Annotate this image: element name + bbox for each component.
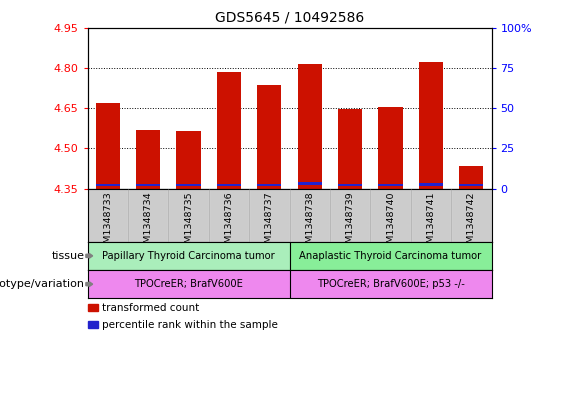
Text: TPOCreER; BrafV600E: TPOCreER; BrafV600E bbox=[134, 279, 243, 289]
Bar bbox=[95, 103, 120, 189]
Bar bbox=[298, 64, 322, 189]
Bar bbox=[459, 184, 484, 187]
Bar bbox=[289, 270, 492, 298]
Bar bbox=[338, 109, 362, 189]
Text: GSM1348742: GSM1348742 bbox=[467, 191, 476, 255]
Text: transformed count: transformed count bbox=[102, 303, 199, 313]
Bar bbox=[88, 242, 289, 270]
Bar bbox=[176, 131, 201, 189]
Bar bbox=[257, 85, 281, 189]
Title: GDS5645 / 10492586: GDS5645 / 10492586 bbox=[215, 11, 364, 25]
Bar bbox=[419, 183, 443, 185]
Bar bbox=[289, 242, 492, 270]
Text: GSM1348741: GSM1348741 bbox=[427, 191, 436, 255]
Bar bbox=[257, 184, 281, 187]
Bar bbox=[419, 62, 443, 189]
Text: percentile rank within the sample: percentile rank within the sample bbox=[102, 320, 277, 330]
Text: GSM1348740: GSM1348740 bbox=[386, 191, 395, 255]
Text: genotype/variation: genotype/variation bbox=[0, 279, 85, 289]
Text: GSM1348734: GSM1348734 bbox=[144, 191, 153, 255]
Text: GSM1348737: GSM1348737 bbox=[265, 191, 274, 255]
Bar bbox=[379, 107, 403, 189]
Text: Anaplastic Thyroid Carcinoma tumor: Anaplastic Thyroid Carcinoma tumor bbox=[299, 251, 482, 261]
Text: tissue: tissue bbox=[52, 251, 85, 261]
Bar bbox=[136, 130, 160, 189]
Text: GSM1348736: GSM1348736 bbox=[224, 191, 233, 255]
Bar bbox=[136, 184, 160, 187]
Text: GSM1348738: GSM1348738 bbox=[305, 191, 314, 255]
Bar bbox=[379, 184, 403, 187]
Text: Papillary Thyroid Carcinoma tumor: Papillary Thyroid Carcinoma tumor bbox=[102, 251, 275, 261]
Bar bbox=[176, 184, 201, 187]
Text: GSM1348733: GSM1348733 bbox=[103, 191, 112, 255]
Bar bbox=[217, 184, 241, 187]
Bar bbox=[338, 184, 362, 187]
Bar bbox=[88, 270, 289, 298]
Bar bbox=[298, 182, 322, 185]
Bar bbox=[459, 166, 484, 189]
Text: TPOCreER; BrafV600E; p53 -/-: TPOCreER; BrafV600E; p53 -/- bbox=[316, 279, 464, 289]
Text: GSM1348739: GSM1348739 bbox=[346, 191, 355, 255]
Bar bbox=[95, 184, 120, 187]
Text: GSM1348735: GSM1348735 bbox=[184, 191, 193, 255]
Bar bbox=[217, 72, 241, 189]
